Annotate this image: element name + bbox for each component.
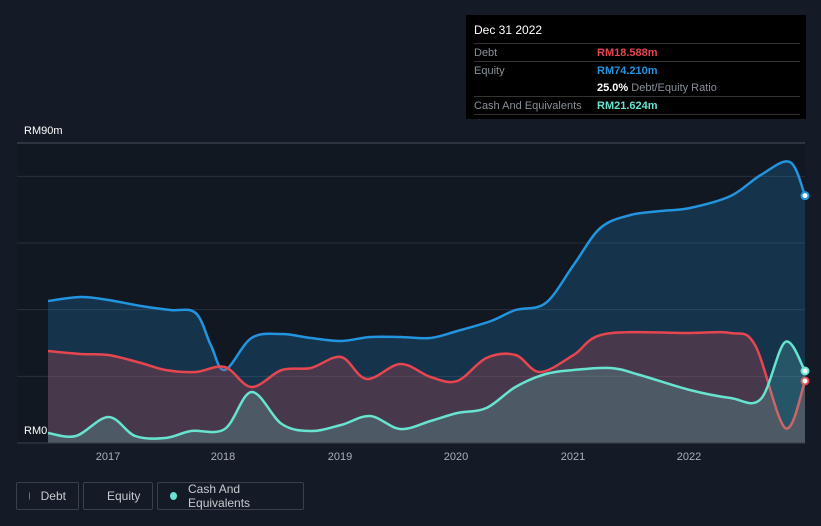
debt-area <box>48 332 805 443</box>
legend-label: Cash And Equivalents <box>188 482 251 510</box>
y-tick-zero: RM0 <box>24 425 48 437</box>
x-tick: 2017 <box>95 451 121 463</box>
tooltip-ratio-label: Debt/Equity Ratio <box>631 81 717 94</box>
y-tick-max: RM90m <box>24 125 63 137</box>
equity-end-point <box>800 191 810 201</box>
tooltip-equity-label: Equity <box>474 64 505 77</box>
tooltip-cash-value: RM21.624m <box>597 99 658 112</box>
debt-end-point <box>800 376 810 386</box>
legend-equity[interactable]: Equity <box>83 482 153 510</box>
legend-cash[interactable]: Cash And Equivalents <box>157 482 304 510</box>
tooltip-cash-label: Cash And Equivalents <box>474 99 582 112</box>
tooltip-equity-value: RM74.210m <box>597 64 658 77</box>
x-tick: 2022 <box>676 451 702 463</box>
cash-dot-icon <box>170 492 178 500</box>
legend-debt[interactable]: Debt <box>16 482 79 510</box>
plot-area <box>17 143 805 443</box>
x-tick: 2018 <box>210 451 236 463</box>
x-tick: 2019 <box>327 451 353 463</box>
debt-line <box>47 330 807 430</box>
tooltip-date: Dec 31 2022 <box>474 23 800 44</box>
tooltip: Dec 31 2022 Debt RM18.588m Equity RM74.210… <box>466 15 806 119</box>
legend-label: Equity <box>107 489 141 503</box>
tooltip-debt-label: Debt <box>474 46 498 59</box>
equity-line <box>47 160 807 372</box>
tooltip-debt-value: RM18.588m <box>597 46 658 59</box>
cash-and-equivalents-area <box>48 341 805 443</box>
cash-and-equivalents-end-point <box>800 366 810 376</box>
legend-label: Debt <box>40 489 66 503</box>
x-tick: 2021 <box>560 451 586 463</box>
tooltip-ratio-value: 25.0% <box>597 81 629 94</box>
debt-dot-icon <box>29 492 30 500</box>
x-tick: 2020 <box>443 451 469 463</box>
equity-area <box>48 161 805 444</box>
cash-and-equivalents-line <box>47 340 807 440</box>
